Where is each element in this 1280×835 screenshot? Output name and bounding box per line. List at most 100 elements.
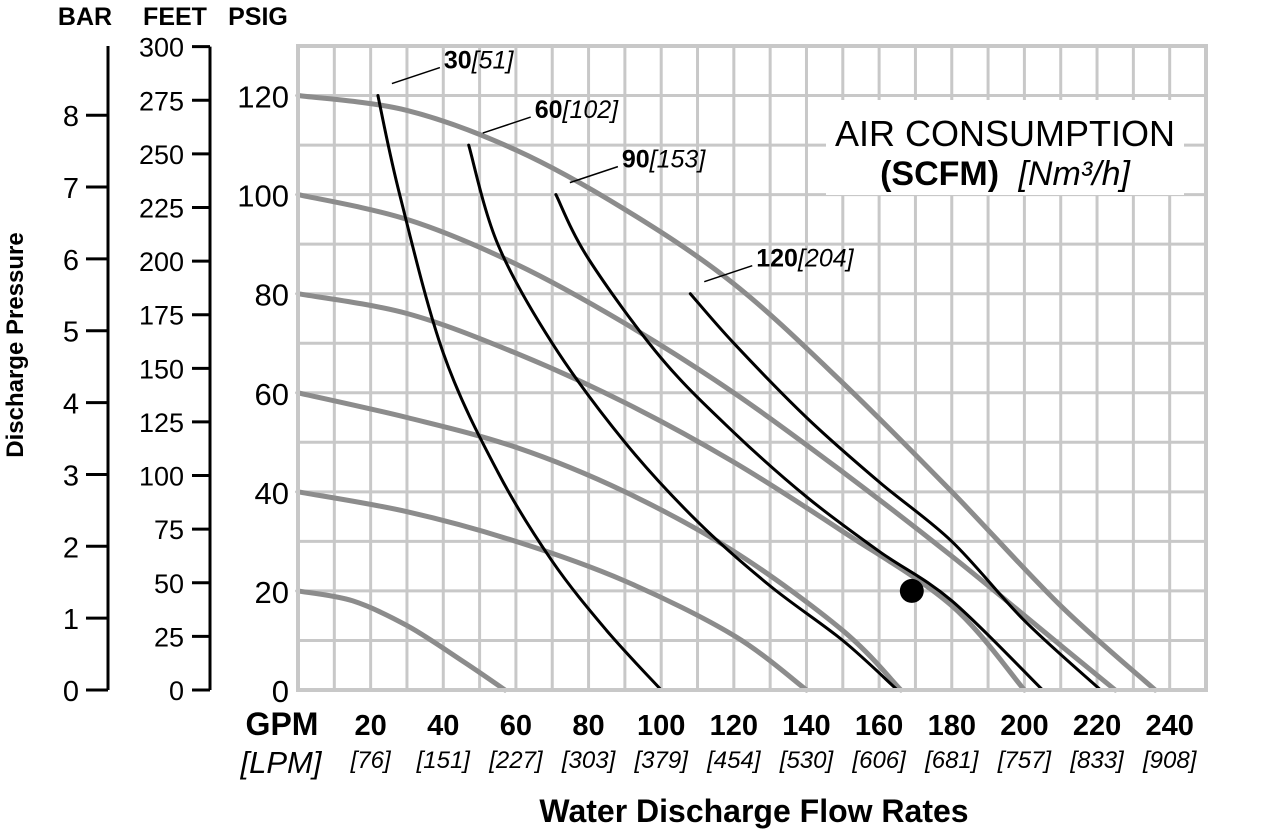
air-label-scfm: 30: [444, 47, 472, 75]
legend-subtitle-italic: [Nm³/h]: [1017, 155, 1131, 193]
feet-tick-label: 300: [139, 33, 184, 63]
feet-tick-label: 125: [139, 408, 184, 438]
psig-tick-label: 60: [255, 377, 289, 412]
x-tick-label-lpm: [833]: [1069, 747, 1125, 774]
y-unit-feet: FEET: [143, 3, 207, 31]
x-tick-label-gpm: 120: [710, 710, 758, 742]
x-tick-label-lpm: [454]: [706, 747, 762, 774]
air-consumption-labels: 30[51] 60[102]90[153] 120[204]: [391, 47, 855, 283]
x-tick-label-gpm: 80: [572, 710, 604, 742]
feet-tick-label: 50: [154, 569, 184, 599]
x-tick-label-gpm: 240: [1145, 710, 1193, 742]
legend-subtitle: (SCFM) [Nm³/h]: [880, 155, 1131, 193]
air-label-30: 30[51]: [444, 47, 515, 75]
feet-tick-label: 275: [139, 86, 184, 116]
performance-curve-3: [295, 291, 1027, 693]
x-unit-lpm: [LPM]: [240, 745, 323, 780]
air-label-scfm: 120: [756, 245, 798, 273]
x-tick-label-lpm: [76]: [350, 747, 392, 774]
psig-tick-label: 80: [255, 278, 289, 313]
x-tick-label-gpm: 220: [1073, 710, 1121, 742]
x-tick-label-gpm: 200: [1000, 710, 1048, 742]
x-tick-label-lpm: [303]: [561, 747, 617, 774]
psig-tick-label: 120: [237, 80, 289, 115]
y-unit-psig: PSIG: [228, 3, 288, 31]
performance-curve-1: [295, 93, 1158, 693]
air-label-nm3h: [102]: [562, 96, 620, 124]
psig-tick-label: 20: [255, 575, 289, 610]
air-label-leader-120: [704, 264, 753, 283]
performance-curve-6: [295, 588, 508, 693]
x-tick-label-gpm: 60: [500, 710, 532, 742]
air-label-leader-90: [569, 165, 619, 184]
x-tick-label-gpm: 40: [427, 710, 459, 742]
feet-tick-label: 200: [139, 247, 184, 277]
legend-box: [826, 100, 1184, 195]
air-curve-60: [467, 143, 899, 692]
x-tick-label-lpm: [757]: [997, 747, 1053, 774]
psig-axis: 0 20 40 60 80 100 120: [237, 80, 289, 709]
plot-border: [296, 44, 1208, 692]
bar-axis: 0 1 2 3 4 5 6 7 8: [63, 46, 110, 708]
psig-tick-label: 0: [272, 674, 289, 709]
x-tick-label-gpm: 160: [855, 710, 903, 742]
air-label-scfm: 60: [535, 96, 563, 124]
air-curve-90: [554, 193, 1045, 692]
feet-tick-label: 100: [139, 462, 184, 492]
air-label-90: 90[153]: [622, 146, 706, 174]
bar-tick-label: 6: [63, 245, 79, 277]
bar-tick-label: 7: [63, 173, 79, 205]
legend-title: AIR CONSUMPTION: [835, 113, 1175, 154]
air-label-nm3h: [51]: [471, 47, 515, 75]
bar-tick-label: 4: [63, 389, 79, 421]
x-tick-label-lpm: [681]: [924, 747, 980, 774]
bar-tick-label: 1: [63, 604, 79, 636]
bar-tick-label: 3: [63, 460, 79, 492]
operating-point-marker: [899, 578, 924, 603]
performance-curve-4: [295, 390, 904, 693]
bar-tick-label: 2: [63, 532, 79, 564]
bar-tick-label: 8: [63, 101, 79, 133]
air-label-120: 120[204]: [756, 245, 854, 273]
x-axis: 20 [76] 40 [151] 60 [227] 80 [303] 100 [379] 120 [4…: [350, 710, 1198, 774]
y-unit-bar: BAR: [58, 3, 112, 31]
air-label-nm3h: [204]: [797, 245, 855, 273]
feet-tick-label: 25: [154, 622, 184, 652]
air-label-scfm: 90: [622, 146, 650, 174]
air-curve-30: [376, 94, 663, 692]
air-label-nm3h: [153]: [649, 146, 707, 174]
air-label-leader-30: [391, 66, 441, 85]
feet-tick-label: 150: [139, 354, 184, 384]
x-tick-label-gpm: 100: [637, 710, 685, 742]
plot-frame: [296, 44, 1208, 692]
bar-tick-label: 0: [63, 676, 79, 708]
feet-tick-label: 225: [139, 193, 184, 223]
x-tick-label-gpm: 140: [782, 710, 830, 742]
marker-dot: [899, 578, 924, 603]
x-tick-label-lpm: [908]: [1142, 747, 1198, 774]
y-axis-title: Discharge Pressure: [2, 232, 29, 457]
psig-tick-label: 40: [255, 476, 289, 511]
x-tick-label-lpm: [530]: [779, 747, 835, 774]
x-tick-label-lpm: [379]: [634, 747, 690, 774]
performance-curve-5: [295, 489, 809, 693]
legend-subtitle-bold: (SCFM): [880, 155, 999, 193]
air-label-leader-60: [482, 116, 531, 134]
feet-tick-label: 75: [154, 515, 184, 545]
air-consumption-curves: [376, 94, 1103, 692]
air-curve-120: [688, 292, 1103, 692]
feet-tick-label: 250: [139, 140, 184, 170]
x-unit-gpm: GPM: [246, 706, 319, 742]
x-tick-label-lpm: [606]: [851, 747, 907, 774]
x-tick-label-lpm: [227]: [488, 747, 544, 774]
feet-axis: 0 25 50 75 100 125 150 175 200 225 250 275 300: [139, 33, 212, 706]
psig-tick-label: 100: [237, 179, 289, 214]
x-tick-label-lpm: [151]: [416, 747, 472, 774]
x-tick-label-gpm: 20: [355, 710, 387, 742]
x-tick-label-gpm: 180: [928, 710, 976, 742]
bar-tick-label: 5: [63, 317, 79, 349]
grid: [298, 46, 1206, 690]
air-label-60: 60[102]: [535, 96, 619, 124]
x-axis-title: Water Discharge Flow Rates: [539, 793, 968, 829]
